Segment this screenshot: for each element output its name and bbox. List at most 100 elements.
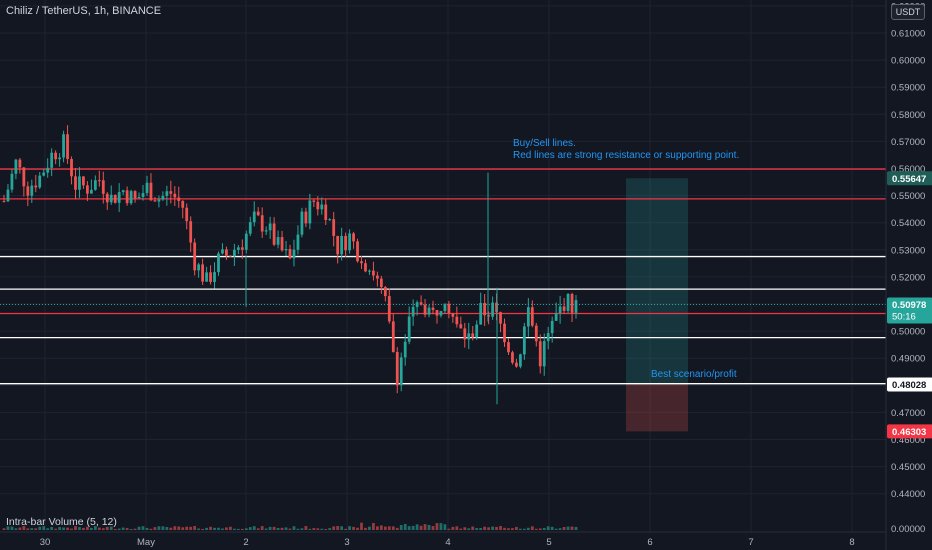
price-axis-bg [886, 0, 932, 550]
candle-body [260, 215, 264, 232]
volume-bar [66, 527, 69, 530]
volume-bar [320, 528, 324, 530]
candle-body [177, 197, 181, 201]
candle-body [550, 320, 554, 334]
candle-body [570, 294, 574, 313]
volume-bar [244, 528, 248, 530]
volume-bar [141, 526, 145, 530]
candle-body [407, 316, 411, 342]
volume-bar [236, 528, 240, 530]
volume-bar [515, 526, 518, 530]
candle-body [459, 324, 463, 329]
candle-body [411, 306, 415, 317]
volume-bar [240, 528, 244, 530]
x-tick-label: 5 [546, 537, 551, 548]
volume-bar [324, 528, 328, 530]
volume-bar [423, 524, 427, 530]
x-tick-label: 4 [445, 537, 450, 548]
candle-body [328, 219, 332, 221]
candle-body [312, 200, 316, 202]
volume-bar [435, 523, 439, 530]
y-tick-label: 0.52000 [891, 272, 925, 283]
volume-bar [316, 528, 320, 530]
symbol-title[interactable]: Chiliz / TetherUS, 1h, BINANCE [6, 5, 162, 17]
currency-button[interactable]: USDT [891, 4, 925, 20]
candle-body [368, 270, 371, 272]
x-tick-label: 2 [243, 537, 248, 548]
volume-bar [344, 528, 348, 530]
candle-body [232, 249, 236, 257]
volume-bar [10, 526, 14, 530]
candle-body [538, 341, 542, 367]
candle-body [566, 294, 570, 311]
volume-bar [391, 526, 395, 530]
candle-body [542, 341, 546, 367]
candle-body [443, 303, 447, 312]
volume-bar [197, 528, 201, 530]
volume-bar [113, 528, 117, 530]
volume-bar [189, 526, 193, 530]
candle-body [50, 152, 54, 168]
volume-bar [78, 527, 81, 530]
volume-bars [2, 522, 578, 530]
candle-body [562, 306, 566, 311]
candle-body [340, 235, 344, 255]
candle-body [399, 357, 403, 386]
candle-body [117, 192, 121, 203]
candle-body [415, 302, 419, 307]
volume-bar [185, 526, 189, 530]
volume-bar [157, 526, 161, 530]
y-tick-label: 0.57000 [891, 137, 925, 148]
note-line-1: Buy/Sell lines. [513, 138, 576, 149]
candle-body [395, 351, 399, 386]
volume-bar [109, 526, 113, 530]
volume-bar [62, 527, 65, 530]
volume-bar [101, 528, 105, 530]
volume-bar [376, 526, 379, 530]
volume-bar [89, 527, 93, 530]
candle-body [78, 176, 81, 190]
candle-body [471, 333, 475, 338]
candle-body [519, 354, 522, 367]
volume-bar [268, 526, 272, 530]
candle-body [574, 300, 578, 313]
volume-indicator-label[interactable]: Intra-bar Volume (5, 12) [6, 516, 117, 528]
volume-bar [46, 528, 50, 530]
candle-body [169, 191, 173, 194]
candle-body [30, 185, 34, 196]
y-tick-label: 0.61000 [891, 29, 925, 40]
candle-body [189, 221, 193, 243]
candle-body [185, 207, 189, 222]
candle-body [467, 333, 471, 340]
entry-price-tag: 0.48028 [892, 380, 926, 391]
candle-body [526, 307, 530, 327]
volume-bar [372, 522, 375, 530]
candle-body [439, 311, 443, 316]
candle-body [101, 180, 105, 194]
volume-bar [495, 526, 498, 530]
candle-body [387, 296, 391, 322]
volume-bar [82, 527, 85, 530]
candle-body [332, 219, 336, 236]
candle-body [213, 272, 216, 282]
volume-bar [42, 526, 46, 530]
grid [0, 0, 886, 532]
volume-bar [519, 528, 522, 530]
volume-bar [165, 526, 169, 530]
time-axis: 30 May 2 3 4 5 6 7 8 [0, 531, 886, 548]
candle-body [70, 158, 73, 177]
volume-bar [332, 526, 336, 530]
y-tick-label: 0.46000 [891, 435, 925, 446]
level-lines [0, 168, 886, 385]
volume-bar [177, 526, 181, 530]
candle-body [97, 180, 101, 182]
volume-bar [526, 527, 530, 530]
volume-bar [507, 528, 510, 530]
volume-bar [54, 528, 58, 530]
candle-body [300, 211, 304, 235]
candle-body [66, 134, 69, 159]
volume-bar [6, 526, 10, 530]
volume-bar [217, 527, 220, 530]
